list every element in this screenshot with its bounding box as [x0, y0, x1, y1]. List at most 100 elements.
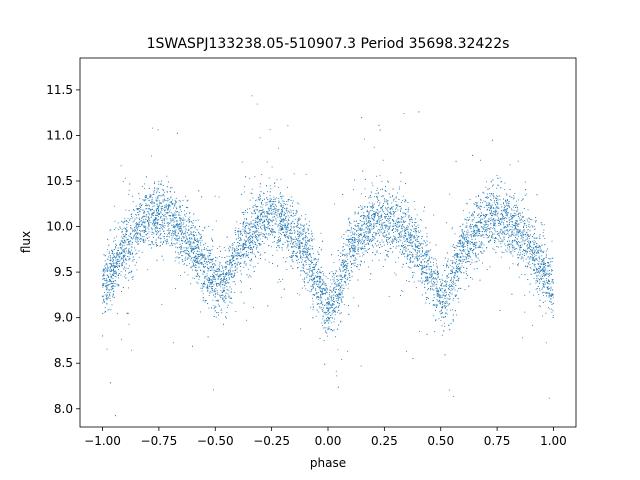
- data-point: [106, 303, 108, 305]
- data-point: [294, 236, 296, 238]
- data-point: [267, 238, 268, 240]
- data-point: [444, 297, 446, 299]
- data-point: [384, 200, 386, 202]
- data-point: [189, 212, 191, 213]
- data-point: [539, 268, 541, 270]
- data-point: [425, 302, 427, 304]
- data-point: [400, 220, 402, 222]
- data-point: [174, 217, 176, 219]
- data-point: [263, 212, 265, 213]
- data-point: [132, 195, 134, 197]
- data-point: [212, 299, 214, 301]
- data-point: [277, 245, 279, 247]
- data-point: [315, 262, 317, 264]
- data-point: [436, 294, 438, 296]
- data-point: [316, 277, 318, 278]
- data-point: [291, 238, 293, 240]
- data-point: [141, 217, 142, 219]
- data-point: [211, 276, 213, 277]
- data-point: [125, 237, 127, 239]
- data-point: [189, 238, 191, 240]
- data-point: [372, 217, 374, 219]
- data-point: [162, 230, 164, 232]
- data-point: [448, 277, 450, 279]
- data-point: [445, 280, 447, 282]
- data-point: [474, 203, 476, 205]
- data-point: [453, 279, 454, 281]
- data-point: [115, 271, 117, 273]
- data-point: [533, 277, 535, 279]
- data-point: [268, 177, 270, 179]
- data-point: [529, 257, 531, 259]
- data-point: [266, 220, 268, 222]
- data-point: [267, 224, 269, 225]
- data-point: [237, 255, 239, 257]
- data-point: [247, 276, 249, 278]
- data-point: [430, 266, 432, 268]
- data-point: [221, 281, 223, 283]
- data-point: [371, 208, 373, 209]
- data-point: [240, 251, 242, 253]
- data-point: [121, 265, 123, 267]
- data-point: [188, 218, 189, 220]
- data-point: [207, 285, 209, 287]
- data-point: [296, 262, 298, 264]
- data-point: [299, 243, 301, 245]
- data-point: [348, 224, 350, 226]
- data-point: [537, 271, 539, 273]
- data-point: [204, 278, 206, 280]
- data-point: [331, 322, 333, 324]
- data-point: [261, 206, 263, 208]
- data-point: [242, 246, 244, 248]
- data-point: [376, 196, 378, 198]
- data-point: [225, 266, 227, 267]
- data-point: [199, 237, 201, 239]
- data-point: [345, 272, 347, 274]
- data-point: [542, 262, 544, 264]
- data-point: [433, 285, 435, 287]
- data-point: [227, 304, 229, 306]
- data-point: [364, 216, 366, 218]
- data-point: [124, 254, 126, 256]
- data-point: [434, 258, 436, 260]
- data-point: [214, 263, 215, 265]
- data-point: [418, 226, 419, 228]
- data-point: [436, 286, 438, 288]
- data-point: [465, 226, 467, 228]
- data-point: [141, 186, 143, 187]
- data-point: [338, 296, 340, 298]
- data-point: [180, 252, 182, 254]
- data-point: [213, 267, 214, 269]
- data-point: [510, 236, 512, 238]
- data-point: [312, 303, 314, 305]
- data-point: [430, 269, 432, 271]
- data-point: [367, 228, 368, 230]
- data-point: [377, 213, 379, 215]
- data-point: [142, 236, 143, 238]
- data-point: [525, 249, 527, 251]
- data-point: [298, 220, 299, 222]
- data-point: [409, 241, 410, 243]
- data-point: [234, 281, 235, 283]
- data-point: [185, 225, 187, 227]
- data-point: [506, 204, 507, 206]
- data-point: [247, 239, 249, 241]
- data-point: [371, 260, 373, 262]
- data-point: [143, 222, 145, 224]
- data-point: [387, 243, 388, 245]
- data-point: [189, 233, 191, 235]
- data-point: [153, 237, 154, 239]
- data-point: [302, 230, 304, 232]
- data-point: [496, 174, 498, 176]
- data-point: [213, 275, 214, 277]
- data-point: [299, 242, 301, 244]
- data-point: [203, 283, 205, 285]
- data-point: [436, 303, 438, 305]
- data-point: [410, 232, 412, 234]
- data-point: [212, 285, 214, 287]
- data-point: [247, 223, 249, 225]
- data-point: [141, 217, 143, 219]
- data-point: [187, 230, 189, 231]
- data-point: [545, 250, 547, 252]
- data-point: [393, 213, 395, 214]
